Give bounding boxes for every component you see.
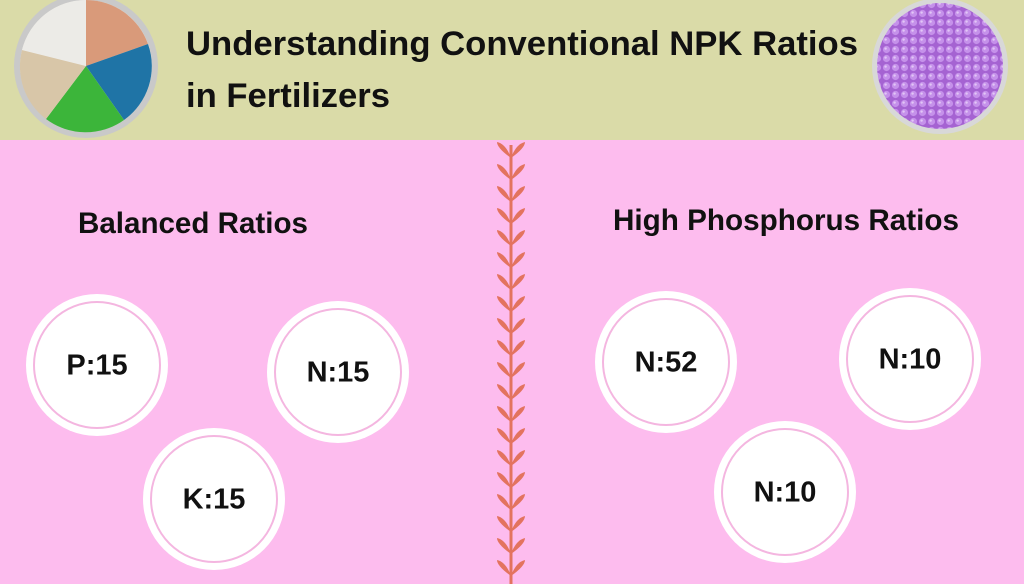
leaf (511, 318, 525, 334)
ratio-label: N:10 (754, 477, 817, 509)
leaf (511, 450, 525, 466)
leaf (511, 296, 525, 312)
leaf (497, 494, 511, 510)
leaf (511, 164, 525, 180)
leaf (511, 362, 525, 378)
ratio-circle (26, 294, 168, 436)
leaf (497, 384, 511, 400)
leaf (511, 142, 525, 158)
header-band (0, 0, 1024, 140)
leaf (497, 274, 511, 290)
ratio-ring (274, 308, 402, 436)
leaf (497, 142, 511, 158)
leaf (497, 230, 511, 246)
vine-divider (497, 142, 525, 584)
leaf (497, 428, 511, 444)
ratio-label: P:15 (66, 350, 127, 382)
section-heading: High Phosphorus Ratios (613, 204, 959, 237)
purple-granules (872, 0, 1008, 134)
leaf (511, 406, 525, 422)
leaf (511, 340, 525, 356)
ratio-ring (150, 435, 278, 563)
leaf (497, 164, 511, 180)
ratio-label: N:52 (635, 347, 698, 379)
leaf (511, 186, 525, 202)
leaf (497, 406, 511, 422)
ratio-ring (721, 428, 849, 556)
leaf (511, 208, 525, 224)
leaf (511, 516, 525, 532)
ratio-ring (602, 298, 730, 426)
ratio-label: N:15 (307, 357, 370, 389)
ratio-ring (846, 295, 974, 423)
ratio-circle (839, 288, 981, 430)
leaf (511, 252, 525, 268)
leaf (497, 538, 511, 554)
leaf (511, 274, 525, 290)
leaf (497, 340, 511, 356)
leaf (497, 318, 511, 334)
leaf (511, 428, 525, 444)
leaf (511, 230, 525, 246)
ratio-ring (33, 301, 161, 429)
leaf (511, 538, 525, 554)
leaf (497, 362, 511, 378)
fertilizer-plate (14, 0, 158, 138)
leaf (497, 516, 511, 532)
leaf (511, 384, 525, 400)
section-heading: Balanced Ratios (78, 207, 308, 240)
title-line: Understanding Conventional NPK Ratios (186, 25, 858, 63)
leaf (511, 560, 525, 576)
leaf (497, 296, 511, 312)
ratio-label: K:15 (183, 484, 246, 516)
ratio-circle (267, 301, 409, 443)
leaf (497, 252, 511, 268)
ratio-circle (143, 428, 285, 570)
leaf (497, 560, 511, 576)
ratio-circle (714, 421, 856, 563)
leaf (511, 472, 525, 488)
leaf (497, 472, 511, 488)
ratio-label: N:10 (879, 344, 942, 376)
leaf (511, 494, 525, 510)
title-line: in Fertilizers (186, 77, 390, 115)
ratio-circle (595, 291, 737, 433)
leaf (497, 186, 511, 202)
leaf (497, 208, 511, 224)
leaf (497, 450, 511, 466)
